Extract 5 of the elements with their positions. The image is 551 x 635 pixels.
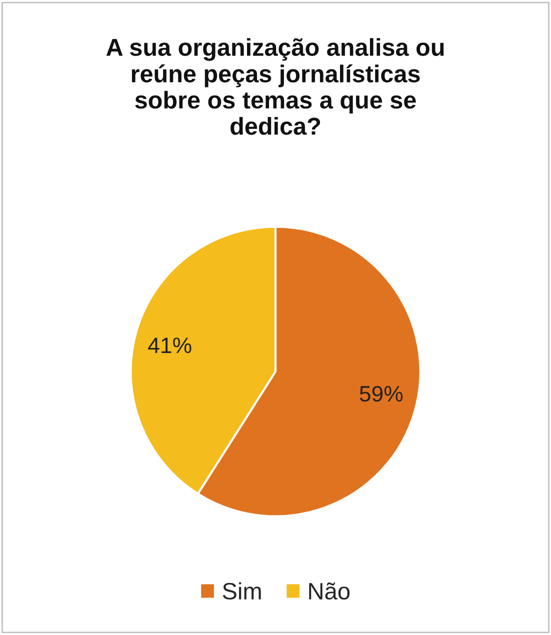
legend-label: Não bbox=[309, 582, 350, 600]
chart-title: A sua organização analisa ou reúne peças jornalísticas sobre os temas a que se dedica? bbox=[106, 38, 444, 135]
data-label: 41% bbox=[148, 338, 192, 354]
legend-label: Sim bbox=[222, 582, 261, 600]
data-label: 59% bbox=[360, 386, 403, 402]
